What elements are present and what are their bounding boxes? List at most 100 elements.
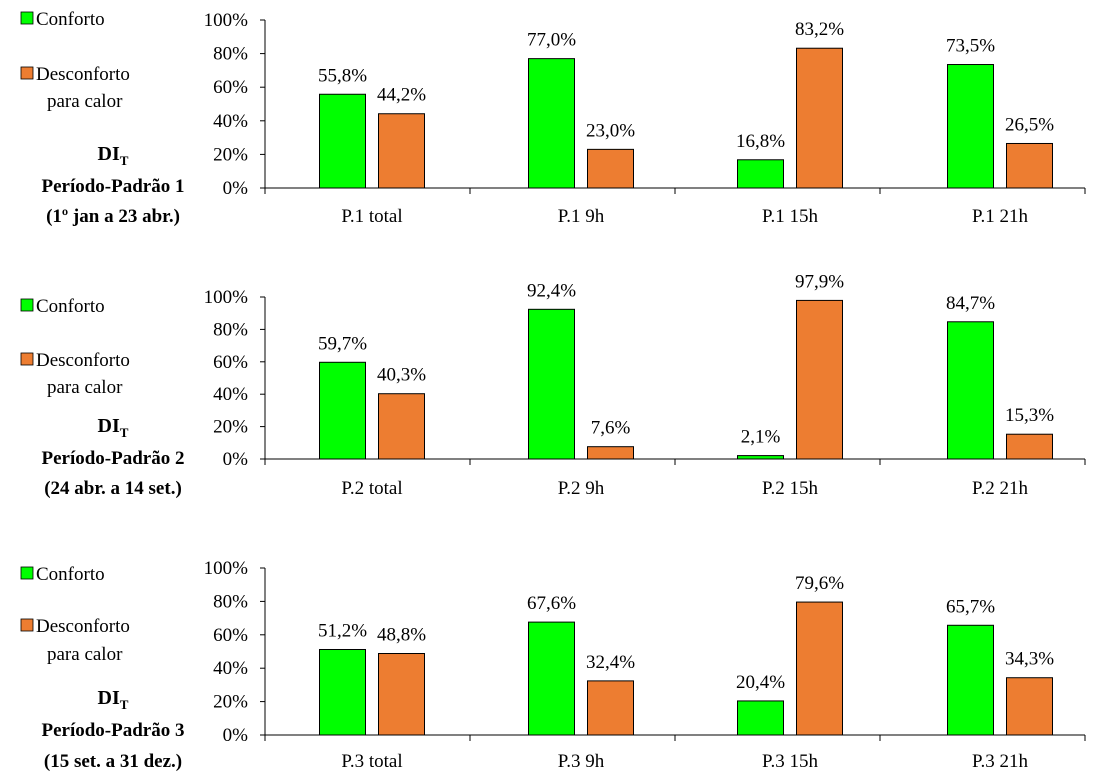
data-label: 23,0% [586, 120, 635, 141]
legend-label: para calor [47, 644, 123, 665]
data-label: 2,1% [741, 427, 781, 448]
chart-panel-3: Conforto Desconforto para calor DIT Período-… [20, 558, 1086, 772]
data-label: 40,3% [377, 365, 426, 386]
bar-desconforto [378, 393, 425, 460]
legend-swatch-desconforto [20, 618, 34, 632]
period-label: Período-Padrão 1 [41, 176, 184, 197]
data-label: 48,8% [377, 625, 426, 646]
legend-label: Desconforto [36, 350, 130, 371]
y-tick-label: 60% [213, 77, 248, 98]
index-name: DI [98, 687, 120, 709]
y-tick-label: 20% [213, 144, 248, 165]
y-tick-label: 80% [213, 44, 248, 65]
x-tick-label: P.1 9h [558, 206, 605, 227]
index-subscript: T [120, 153, 129, 168]
period-label: Período-Padrão 2 [41, 448, 184, 469]
legend-swatch-conforto [20, 566, 34, 580]
data-label: 59,7% [318, 333, 367, 354]
x-tick-label: P.1 total [341, 206, 402, 227]
y-tick-label: 100% [204, 558, 249, 579]
index-subscript: T [120, 425, 129, 440]
bar-desconforto [1006, 677, 1053, 736]
bar-conforto [737, 700, 784, 736]
data-label: 26,5% [1005, 114, 1054, 135]
index-name: DI [98, 415, 120, 437]
data-label: 44,2% [377, 85, 426, 106]
bar-desconforto [587, 680, 634, 736]
legend-swatch-desconforto [20, 352, 34, 366]
bar-conforto [528, 308, 575, 460]
legend-label: Desconforto [36, 64, 130, 85]
bar-desconforto [378, 113, 425, 189]
period-dates: (24 abr. a 14 set.) [44, 478, 182, 499]
bar-conforto [737, 159, 784, 189]
bar-conforto [528, 58, 575, 189]
data-label: 15,3% [1005, 405, 1054, 426]
bar-conforto [947, 321, 994, 460]
data-label: 7,6% [591, 418, 631, 439]
y-tick-label: 60% [213, 625, 248, 646]
data-label: 83,2% [795, 19, 844, 40]
legend-swatch-desconforto [20, 66, 34, 80]
y-tick-label: 40% [213, 111, 248, 132]
y-tick-label: 20% [213, 417, 248, 438]
bar-conforto [319, 93, 366, 189]
legend-label: para calor [47, 377, 123, 398]
y-tick-label: 40% [213, 658, 248, 679]
y-tick-label: 20% [213, 692, 248, 713]
bar-desconforto [587, 446, 634, 460]
bar-conforto [947, 64, 994, 189]
chart-panel-2: Conforto Desconforto para calor DIT Período-… [20, 271, 1086, 499]
bar-conforto [319, 648, 366, 736]
data-label: 97,9% [795, 271, 844, 292]
bar-conforto [528, 621, 575, 736]
x-tick-label: P.3 9h [558, 751, 605, 772]
y-tick-label: 100% [204, 287, 249, 308]
data-label: 20,4% [736, 672, 785, 693]
data-label: 92,4% [527, 280, 576, 301]
index-label: DIT [98, 687, 129, 712]
y-tick-label: 0% [223, 725, 249, 746]
data-label: 84,7% [946, 293, 995, 314]
legend-label: para calor [47, 91, 123, 112]
bar-desconforto [796, 601, 843, 736]
bar-desconforto [587, 148, 634, 189]
x-tick-label: P.1 21h [972, 206, 1028, 227]
chart-panel-1: Conforto Desconforto para calor DIT Período-… [20, 9, 1086, 227]
x-tick-label: P.2 15h [762, 478, 818, 499]
y-tick-label: 100% [204, 10, 249, 31]
bar-desconforto [796, 299, 843, 460]
x-tick-label: P.3 15h [762, 751, 818, 772]
index-name: DI [98, 143, 120, 165]
data-label: 79,6% [795, 573, 844, 594]
y-tick-label: 80% [213, 319, 248, 340]
y-tick-label: 0% [223, 449, 249, 470]
period-dates: (1º jan a 23 abr.) [46, 206, 180, 227]
data-label: 65,7% [946, 596, 995, 617]
bar-desconforto [378, 653, 425, 736]
bar-conforto [737, 455, 784, 460]
x-tick-label: P.1 15h [762, 206, 818, 227]
bar-conforto [947, 624, 994, 736]
index-subscript: T [120, 697, 129, 712]
bar-desconforto [796, 47, 843, 189]
x-tick-label: P.2 21h [972, 478, 1028, 499]
y-tick-label: 40% [213, 384, 248, 405]
data-label: 51,2% [318, 620, 367, 641]
x-tick-label: P.3 total [341, 751, 402, 772]
data-label: 32,4% [586, 652, 635, 673]
data-label: 77,0% [527, 30, 576, 51]
data-label: 16,8% [736, 131, 785, 152]
x-tick-label: P.3 21h [972, 751, 1028, 772]
bar-desconforto [1006, 142, 1053, 189]
legend-label: Conforto [36, 564, 105, 585]
data-label: 73,5% [946, 36, 995, 57]
x-tick-label: P.2 9h [558, 478, 605, 499]
legend-label: Desconforto [36, 616, 130, 637]
data-label: 34,3% [1005, 649, 1054, 670]
data-label: 67,6% [527, 593, 576, 614]
legend-swatch-conforto [20, 298, 34, 312]
bar-desconforto [1006, 433, 1053, 460]
